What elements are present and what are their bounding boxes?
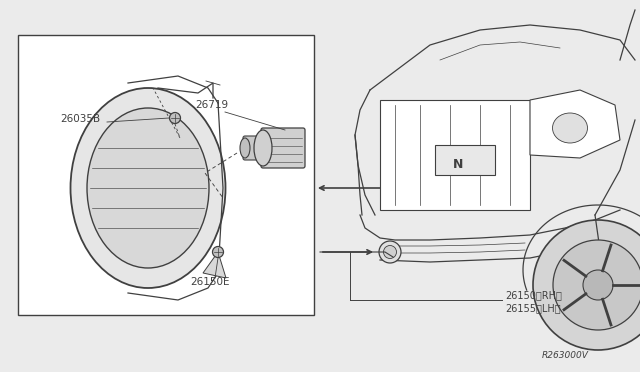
- Text: R263000V: R263000V: [542, 351, 589, 360]
- Ellipse shape: [70, 88, 225, 288]
- Text: 26150〈RH〉: 26150〈RH〉: [505, 290, 562, 300]
- Ellipse shape: [533, 220, 640, 350]
- Ellipse shape: [552, 113, 588, 143]
- Ellipse shape: [87, 108, 209, 268]
- Bar: [18, 35, 314, 315]
- Ellipse shape: [170, 112, 180, 124]
- Ellipse shape: [379, 241, 401, 263]
- Ellipse shape: [212, 247, 223, 257]
- FancyBboxPatch shape: [243, 136, 269, 160]
- Bar: [435, 145, 495, 175]
- Ellipse shape: [240, 138, 250, 158]
- Polygon shape: [530, 90, 620, 158]
- FancyBboxPatch shape: [261, 128, 305, 168]
- Polygon shape: [203, 252, 226, 278]
- Ellipse shape: [383, 246, 397, 259]
- Text: 26035B: 26035B: [60, 114, 100, 124]
- Ellipse shape: [254, 130, 272, 166]
- Text: 26719: 26719: [195, 100, 228, 110]
- Text: N: N: [453, 158, 463, 171]
- Text: 26150E: 26150E: [190, 277, 230, 287]
- Text: 26155〈LH〉: 26155〈LH〉: [505, 303, 561, 313]
- Bar: [380, 100, 530, 210]
- Ellipse shape: [553, 240, 640, 330]
- Ellipse shape: [583, 270, 613, 300]
